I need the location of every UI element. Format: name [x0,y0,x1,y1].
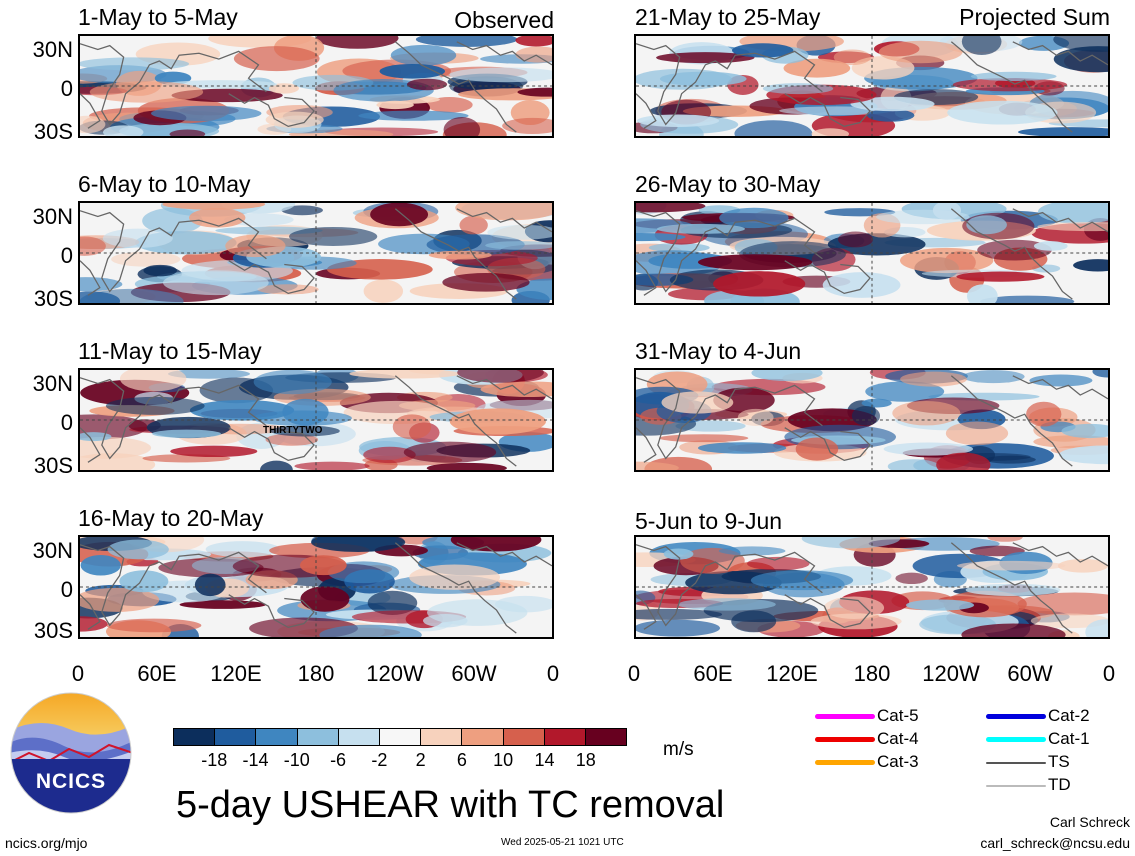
panel-title: 6-May to 10-May [78,171,251,197]
shear-map-panel [78,201,554,305]
units-label: m/s [663,739,694,760]
lat-label: 30N [32,538,73,563]
legend-swatch [986,714,1046,719]
lon-label: 120E [210,661,262,686]
colorbar-swatch [338,729,380,745]
lon-label: 120W [366,661,424,686]
lon-label: 0 [71,661,85,686]
legend-swatch [815,760,875,765]
lat-label: 30N [32,37,73,62]
legend-label: Cat-4 [877,729,919,748]
author-text: Carl Schreck [1049,814,1130,830]
shear-map-panel: THIRTYTWO [78,368,554,472]
colorbar-swatch [215,729,257,745]
legend-label: TD [1048,775,1071,794]
email-text: carl_schreck@ncsu.edu [980,835,1130,851]
colorbar-tick-label: -14 [242,750,269,770]
lat-label: 0 [60,243,73,268]
colorbar-swatch [379,729,422,745]
colorbar-tick-label: -2 [371,750,388,770]
lat-label: 30N [32,371,73,396]
colorbar-tick-label: 18 [575,750,596,770]
shear-map-panel [634,535,1110,639]
shear-map-panel [78,535,554,639]
lon-label: 60W [1007,661,1053,686]
panel-title: 31-May to 4-Jun [635,338,802,364]
colorbar-tick-label: -6 [330,750,347,770]
timestamp-text: Wed 2025-05-21 1021 UTC [501,837,624,848]
panel-title: 26-May to 30-May [635,171,821,197]
colorbar-swatch [421,729,463,745]
website-text: ncics.org/mjo [5,835,88,851]
lon-label: 120E [766,661,818,686]
shear-map-panel [634,368,1110,472]
panel-title: 1-May to 5-May [78,4,238,30]
colorbar-swatch [544,729,586,745]
lon-label: 60E [137,661,177,686]
legend-label: Cat-1 [1048,729,1090,748]
projected-sum-label: Projected Sum [959,4,1110,30]
legend-label: TS [1048,752,1070,771]
logo-text: NCICS [35,770,107,793]
colorbar-tick-label: 6 [456,750,467,770]
ncics-logo: NCICS [9,691,133,815]
observed-label: Observed [454,7,554,33]
colorbar-swatch [297,729,339,745]
lat-label: 30S [33,119,73,144]
legend-label: Cat-2 [1048,706,1090,725]
lon-label: 60E [693,661,733,686]
colorbar-tick-label: 2 [415,750,426,770]
lat-label: 0 [60,410,73,435]
legend-label: Cat-3 [877,752,919,771]
lon-label: 180 [297,661,335,686]
lon-label: 0 [627,661,641,686]
lon-label: 180 [853,661,891,686]
colorbar-swatch [503,729,545,745]
lon-label: 0 [1102,661,1116,686]
lon-label: 60W [451,661,497,686]
main-title: 5-day USHEAR with TC removal [176,784,725,826]
lat-label: 30S [33,286,73,311]
colorbar-swatch [585,729,627,745]
panel-title: 5-Jun to 9-Jun [635,508,783,534]
legend-label: Cat-5 [877,706,919,725]
lon-label: 0 [546,661,560,686]
colorbar-tick-label: -10 [283,750,310,770]
legend-swatch [986,762,1046,764]
panel-title: 11-May to 15-May [78,338,262,364]
legend-swatch [815,714,875,719]
shear-map-panel [634,34,1110,138]
colorbar-tick-label: 10 [493,750,514,770]
colorbar-swatch [256,729,298,745]
legend-swatch [986,737,1046,742]
colorbar-swatch [174,729,216,745]
lat-label: 0 [60,577,73,602]
lat-label: 0 [60,76,73,101]
legend-swatch [815,737,875,742]
colorbar-swatch [462,729,504,745]
colorbar-tick-label: -18 [201,750,228,770]
legend-swatch [986,785,1046,787]
lon-label: 120W [922,661,980,686]
panel-title: 21-May to 25-May [635,4,821,30]
shear-map-panel [78,34,554,138]
lat-label: 30S [33,453,73,478]
colorbar-tick-label: 14 [534,750,555,770]
lat-label: 30S [33,618,73,643]
shear-map-panel [634,201,1110,305]
storm-name-label: THIRTYTWO [263,425,323,436]
panel-title: 16-May to 20-May [78,505,264,531]
lat-label: 30N [32,204,73,229]
colorbar [173,728,627,746]
